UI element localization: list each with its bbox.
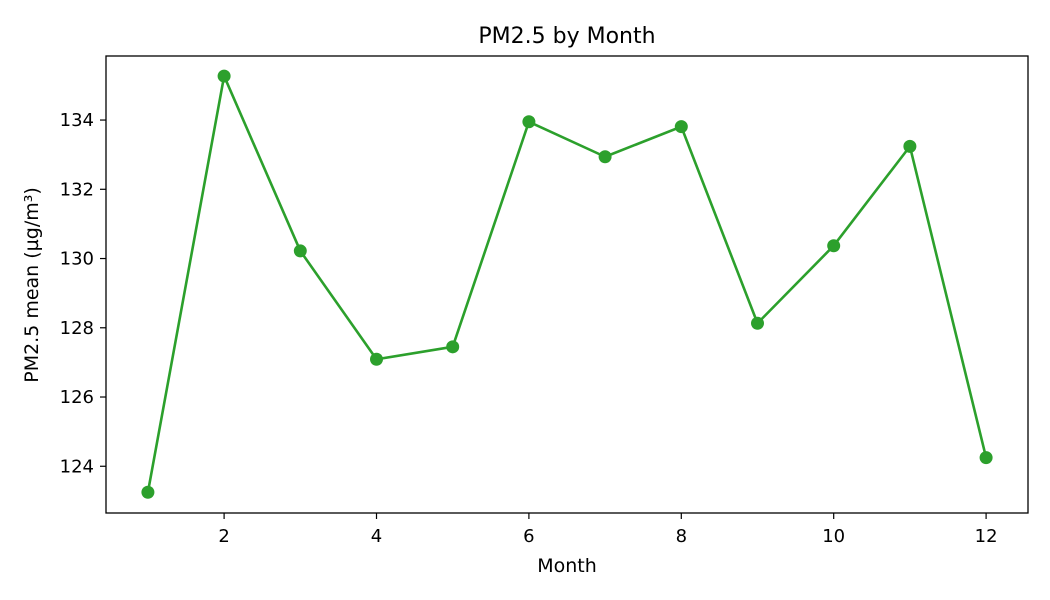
x-tick-label: 2	[218, 526, 229, 547]
x-axis-label: Month	[537, 555, 597, 577]
y-tick-label: 130	[60, 249, 94, 270]
data-point-5	[446, 340, 460, 354]
x-tick-label: 8	[676, 526, 687, 547]
data-point-4	[370, 352, 383, 366]
data-point-11	[903, 139, 917, 153]
x-tick-label: 10	[822, 526, 845, 547]
axes-frame	[105, 55, 1029, 514]
data-point-9	[751, 316, 764, 330]
plot-area: 2 4 6 8 10 12 124 126 128 130 132 134	[60, 55, 1029, 547]
x-tick-label: 6	[523, 526, 534, 547]
series-line-0	[146, 74, 988, 494]
data-point-1	[141, 485, 155, 499]
x-tick-label: 4	[371, 526, 382, 547]
data-point-6	[522, 115, 536, 129]
y-tick-label: 124	[60, 456, 94, 477]
data-point-2	[217, 69, 231, 83]
data-point-10	[827, 239, 841, 253]
y-tick-label: 132	[60, 179, 94, 200]
y-tick-label: 128	[60, 318, 94, 339]
data-point-3	[293, 244, 307, 258]
data-point-7	[598, 150, 612, 164]
y-tick-label: 134	[60, 110, 94, 131]
y-axis-label: PM2.5 mean (µg/m³)	[21, 187, 43, 383]
y-tick-label: 126	[60, 387, 94, 408]
x-tick-label: 12	[975, 526, 998, 547]
chart-title: PM2.5 by Month	[478, 24, 655, 49]
data-point-8	[674, 120, 688, 134]
data-point-12	[979, 451, 993, 465]
